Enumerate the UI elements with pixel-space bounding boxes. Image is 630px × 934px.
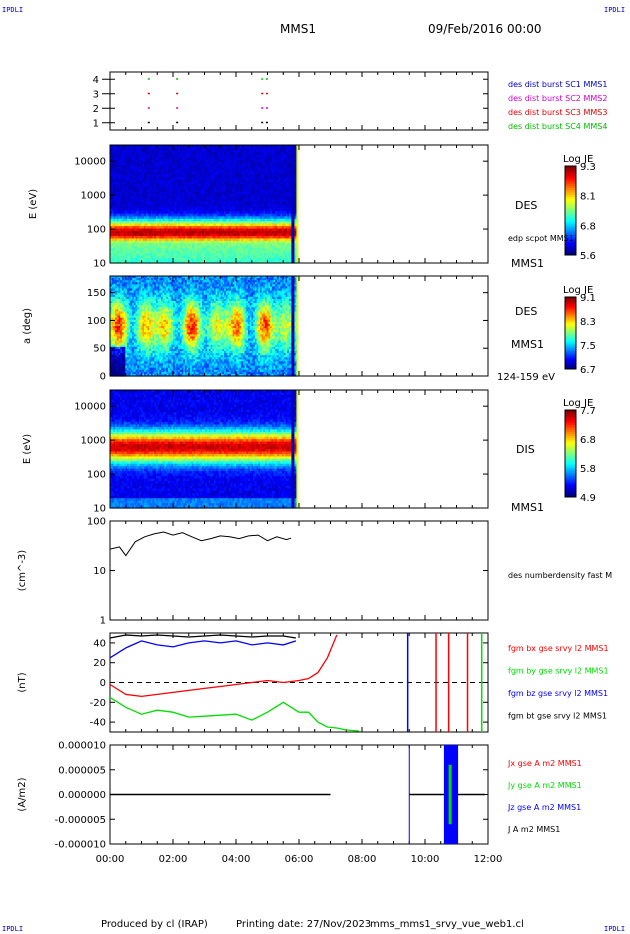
burst-marker [266, 107, 268, 109]
burst-marker [148, 93, 150, 95]
burst-legend-entry: des dist burst SC2 MMS2 [508, 94, 607, 103]
burst-y-tick-label: 3 [93, 89, 99, 100]
burst-y-tick-label: 2 [93, 104, 99, 115]
burst-marker [261, 122, 263, 124]
burst-legend-entry: des dist burst SC4 MMS4 [508, 122, 607, 131]
burst-marker [266, 78, 268, 80]
burst-marker [266, 93, 268, 95]
burst-marker [176, 107, 178, 109]
burst-marker [176, 78, 178, 80]
burst-marker [261, 78, 263, 80]
burst-marker [266, 122, 268, 124]
burst-marker [176, 122, 178, 124]
burst-marker [261, 93, 263, 95]
burst-marker [148, 122, 150, 124]
burst-y-tick-label: 4 [93, 75, 99, 86]
burst-legend-entry: des dist burst SC3 MMS3 [508, 108, 607, 117]
burst-panel-frame [110, 72, 488, 130]
burst-legend-entry: des dist burst SC1 MMS1 [508, 80, 607, 89]
burst-y-tick-label: 1 [93, 118, 99, 129]
burst-marker [148, 107, 150, 109]
burst-marker [176, 93, 178, 95]
burst-marker [148, 78, 150, 80]
burst-marker [261, 107, 263, 109]
